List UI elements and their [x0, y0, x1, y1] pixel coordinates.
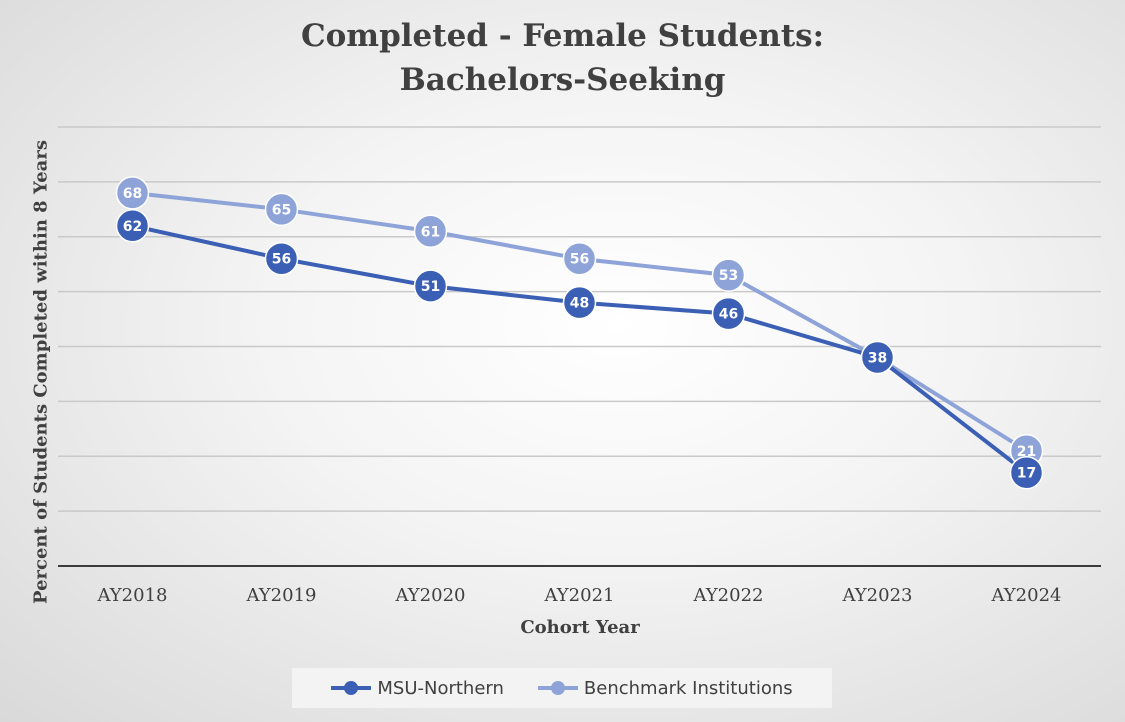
- data-point: 38: [860, 340, 895, 375]
- x-tick-label: AY2018: [97, 585, 168, 606]
- data-point: 17: [1009, 455, 1044, 490]
- chart-title-line-1: Completed - Female Students:: [300, 18, 825, 54]
- legend-label-benchmark: Benchmark Institutions: [583, 677, 793, 699]
- point-marker: [264, 241, 299, 276]
- x-axis-ticks: AY2018 AY2019 AY2020 AY2021 AY2022 AY2023 AY20…: [97, 585, 1062, 606]
- x-tick-label: AY2019: [246, 585, 317, 606]
- point-marker: [264, 192, 299, 227]
- point-marker: [562, 285, 597, 320]
- data-point: 65: [264, 192, 299, 227]
- data-label: 65: [272, 202, 291, 218]
- point-marker: [115, 176, 150, 210]
- point-marker: [860, 340, 895, 375]
- data-label: 53: [719, 268, 738, 284]
- point-marker: [115, 209, 150, 243]
- gridlines: [58, 126, 1101, 567]
- data-label: 62: [123, 219, 142, 235]
- data-point: 56: [562, 241, 597, 276]
- data-point: 53: [711, 258, 746, 292]
- x-tick-label: AY2022: [693, 585, 764, 606]
- legend-label-msu-northern: MSU-Northern: [377, 677, 504, 699]
- data-point: 46: [711, 296, 746, 331]
- data-label: 51: [421, 279, 440, 295]
- data-label: 61: [421, 224, 440, 240]
- y-axis-label: Percent of Students Completed within 8 Y…: [30, 140, 52, 604]
- point-marker: [711, 296, 746, 331]
- legend-marker-benchmark: [550, 681, 565, 695]
- point-marker: [1009, 455, 1044, 490]
- data-label: 17: [1017, 466, 1036, 482]
- chart-title-line-2: Bachelors-Seeking: [399, 62, 726, 98]
- point-marker: [562, 241, 597, 276]
- x-tick-label: AY2020: [395, 585, 466, 606]
- x-tick-label: AY2023: [842, 585, 913, 606]
- legend-item-benchmark: Benchmark Institutions: [537, 677, 793, 699]
- x-axis-label: Cohort Year: [520, 617, 640, 638]
- data-label: 68: [123, 186, 142, 202]
- point-marker: [413, 214, 448, 249]
- data-label: 48: [570, 296, 589, 312]
- series-line-1: [132, 190, 1028, 453]
- data-label: 21: [1017, 444, 1036, 460]
- x-tick-label: AY2024: [991, 585, 1062, 606]
- legend-marker-msu-northern: [344, 681, 359, 695]
- data-label: 56: [272, 252, 291, 268]
- data-label: 56: [570, 252, 589, 268]
- legend-swatch-benchmark: [537, 681, 578, 695]
- series-lines: [132, 190, 1028, 475]
- series-points: 6865615653382162565148463817: [115, 176, 1044, 490]
- chart-title: Completed - Female Students: Bachelors-S…: [0, 14, 1125, 102]
- point-marker: [711, 258, 746, 292]
- data-point: 61: [413, 214, 448, 249]
- data-point: 56: [264, 241, 299, 276]
- data-point: 51: [413, 269, 448, 303]
- data-label: 46: [719, 307, 738, 323]
- data-point: 62: [115, 209, 150, 243]
- data-point: 68: [115, 176, 150, 210]
- data-label: 38: [868, 350, 887, 366]
- legend-item-msu-northern: MSU-Northern: [331, 678, 504, 699]
- legend-swatch-msu-northern: [331, 681, 372, 695]
- x-tick-label: AY2021: [544, 585, 615, 606]
- point-marker: [413, 269, 448, 303]
- data-point: 48: [562, 285, 597, 320]
- legend: MSU-Northern Benchmark Institutions: [292, 668, 832, 708]
